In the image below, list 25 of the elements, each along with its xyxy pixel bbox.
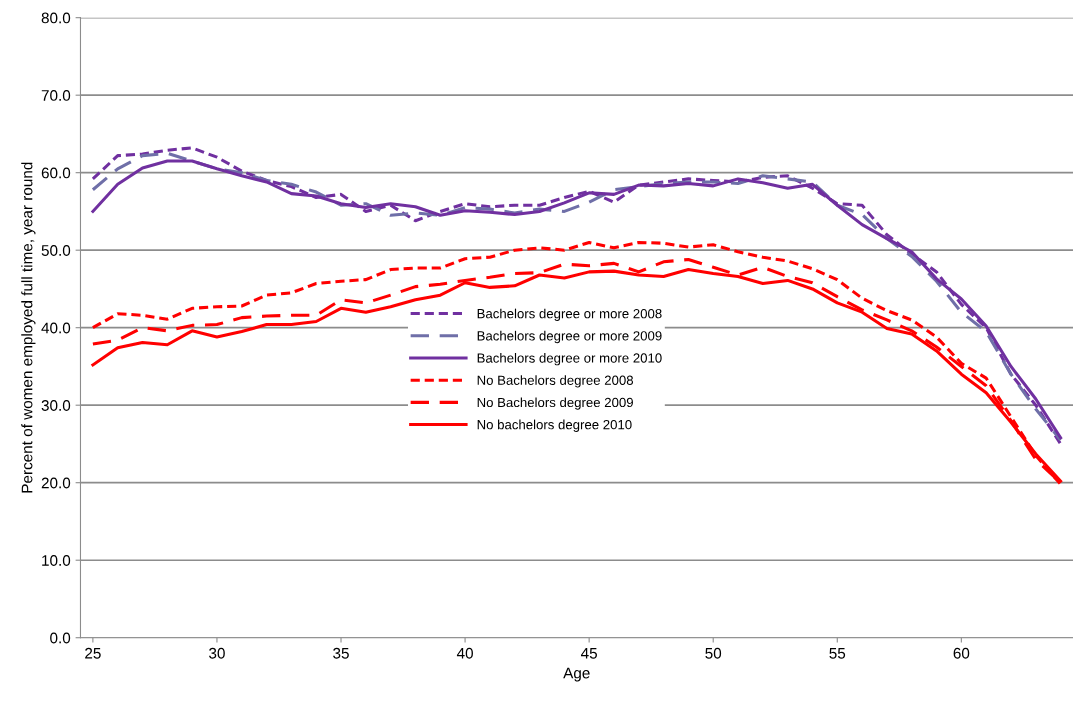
- y-tick-label: 50.0: [41, 245, 71, 256]
- y-tick-label: 70.0: [41, 90, 71, 101]
- y-tick-label: 30.0: [41, 400, 71, 411]
- y-axis-title: Percent of women employed full time, year round: [21, 162, 36, 493]
- x-tick-label: 25: [85, 647, 101, 659]
- x-tick-label: 40: [456, 647, 473, 659]
- x-tick-label: 50: [705, 647, 722, 659]
- y-tick-label: 20.0: [41, 477, 71, 489]
- legend-label: No Bachelors degree 2008: [477, 375, 634, 388]
- legend-label: Bachelors degree or more 2010: [477, 353, 662, 366]
- legend-label: No bachelors degree 2010: [477, 419, 632, 432]
- legend-label: No Bachelors degree 2009: [477, 397, 633, 410]
- x-tick-label: 35: [333, 647, 349, 659]
- x-tick-label: 60: [953, 647, 970, 659]
- y-tick-label: 60.0: [41, 167, 71, 179]
- x-tick-label: 55: [829, 648, 846, 659]
- x-tick-label: 30: [209, 647, 225, 659]
- legend-label: Bachelors degree or more 2009: [477, 330, 662, 344]
- legend-label: Bachelors degree or more 2008: [477, 308, 662, 321]
- y-tick-label: 40.0: [41, 322, 71, 334]
- x-tick-label: 45: [581, 648, 597, 659]
- x-axis-title: Age: [563, 667, 590, 682]
- y-tick-label: 0.0: [50, 632, 71, 644]
- y-tick-label: 80.0: [41, 12, 71, 24]
- y-tick-label: 10.0: [42, 555, 71, 566]
